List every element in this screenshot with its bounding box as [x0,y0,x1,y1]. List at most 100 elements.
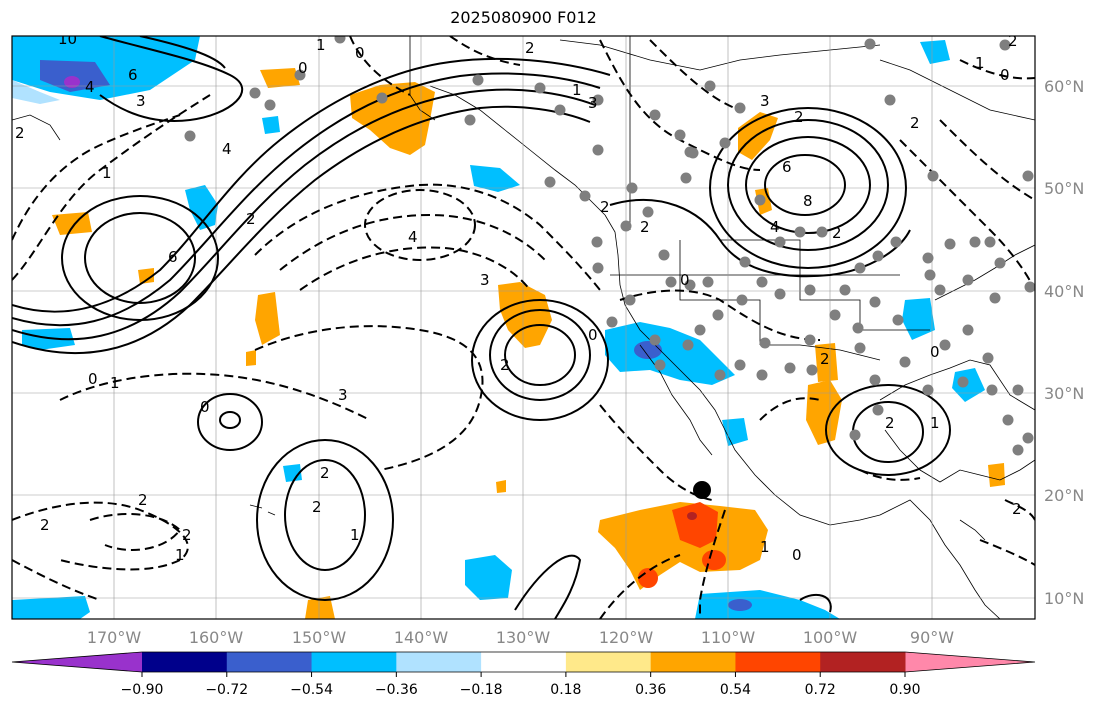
contour-label: 1 [350,526,360,544]
contour-label: 1 [930,414,940,432]
colorbar-segment [650,652,736,672]
contour-label: 2 [182,526,192,544]
lon-label: 110°W [701,628,756,647]
contour-label: 1 [760,538,770,556]
contour-label: 1 [102,164,112,182]
observation-stations [184,36,1035,456]
contour-label: 6 [168,248,178,266]
plot-frame [11,35,1036,620]
contour-label: 8 [803,192,813,210]
contour-label: 2 [600,198,610,216]
contour-label: 2 [40,516,50,534]
contour-label: 1 [975,54,985,72]
contour-label: 0 [930,343,940,361]
contour-label: 2 [820,350,830,368]
colorbar-tick-label: 0.36 [635,682,666,698]
colorbar-extend-min [12,652,142,672]
contour-label: 1 [316,36,326,54]
lon-label: 140°W [394,628,449,647]
contour-label: 2 [885,414,895,432]
colorbar-extend-max [905,652,1035,672]
contour-label: 2 [312,498,322,516]
contour-label: 2 [15,124,25,142]
contour-label: 4 [408,228,418,246]
colorbar-segment [565,652,652,672]
contour-label: 2 [910,114,920,132]
colorbar-tick-label: −0.54 [290,682,333,698]
contour-label: 6 [782,158,792,176]
lon-label: 90°W [910,628,954,647]
contour-label: 6 [128,66,138,84]
colorbar-segment [142,652,228,672]
contour-label: 3 [588,94,598,112]
colorbar-tick-label: 0.54 [720,682,751,698]
contour-label: 0 [298,59,308,77]
lon-label: 130°W [496,628,551,647]
contour-label: 0 [588,326,598,344]
colorbar-segment [481,652,567,672]
lat-label: 50°N [1044,179,1084,198]
lon-label: 120°W [599,628,654,647]
lat-label: 30°N [1044,384,1084,403]
lat-label: 40°N [1044,282,1084,301]
contour-label: 4 [85,78,95,96]
colorbar-segment [735,652,821,672]
contour-label: 2 [525,39,535,57]
contour-label: 2 [640,218,650,236]
contour-label: 2 [832,224,842,242]
positive-contours [12,36,951,619]
colorbar-tick-label: −0.72 [205,682,248,698]
lon-label: 150°W [292,628,347,647]
lon-label: 170°W [87,628,142,647]
negative-contours [12,36,1035,619]
colorbar-segment [226,652,313,672]
contour-label: 0 [1000,66,1010,84]
colorbar-segments [11,651,1036,673]
colorbar-tick-label: 0.18 [550,682,581,698]
contour-label: 4 [770,218,780,236]
contour-labels: 10 6 4 3 2 1 0 2 0 1 2 4 6 3 1 0 2 1 2 0… [15,30,1022,564]
colorbar-ticks: −0.90 −0.72 −0.54 −0.36 −0.18 0.18 0.36 0.54 0.7… [121,672,921,698]
contour-label: 0 [200,398,210,416]
contour-label: 2 [1012,500,1022,518]
map-content: 10 6 4 3 2 1 0 2 0 1 2 4 6 3 1 0 2 1 2 0… [12,30,1035,619]
colorbar-tick-label: 0.90 [889,682,920,698]
map-title: 2025080900 F012 [450,8,597,27]
contour-label: 3 [480,271,490,289]
contour-label: 1 [110,374,120,392]
longitude-labels: 170°W 160°W 150°W 140°W 130°W 120°W 110°… [87,628,954,647]
latitude-labels: 60°N 50°N 40°N 30°N 20°N 10°N [1044,77,1084,608]
lat-label: 60°N [1044,77,1084,96]
contour-label: 2 [320,464,330,482]
contour-label: 3 [338,386,348,404]
lat-label: 20°N [1044,486,1084,505]
colorbar-tick-label: 0.72 [805,682,836,698]
location-marker [693,481,711,499]
colorbar-tick-label: −0.90 [121,682,164,698]
contour-label: 2 [138,491,148,509]
colorbar-tick-label: −0.36 [375,682,418,698]
contour-label: 1 [175,546,185,564]
lat-label: 10°N [1044,589,1084,608]
colorbar-segment [311,652,397,672]
lon-label: 100°W [803,628,858,647]
contour-label: 2 [1008,32,1018,50]
negative-anomaly-shading [12,36,985,619]
contour-label: 4 [222,140,232,158]
contour-label: 0 [88,370,98,388]
contour-label: 0 [792,546,802,564]
contour-label: 0 [355,44,365,62]
lon-label: 160°W [189,628,244,647]
contour-label: 3 [760,92,770,110]
contour-label: 2 [246,210,256,228]
contour-label: 2 [500,356,510,374]
contour-label: 1 [572,81,582,99]
contour-label: 2 [794,108,804,126]
contour-label: 3 [136,92,146,110]
colorbar-segment [820,652,906,672]
contour-label: 10 [58,30,77,48]
colorbar: −0.90 −0.72 −0.54 −0.36 −0.18 0.18 0.36 0.54 0.7… [11,651,1036,698]
contour-label: 0 [680,271,690,289]
colorbar-tick-label: −0.18 [460,682,503,698]
